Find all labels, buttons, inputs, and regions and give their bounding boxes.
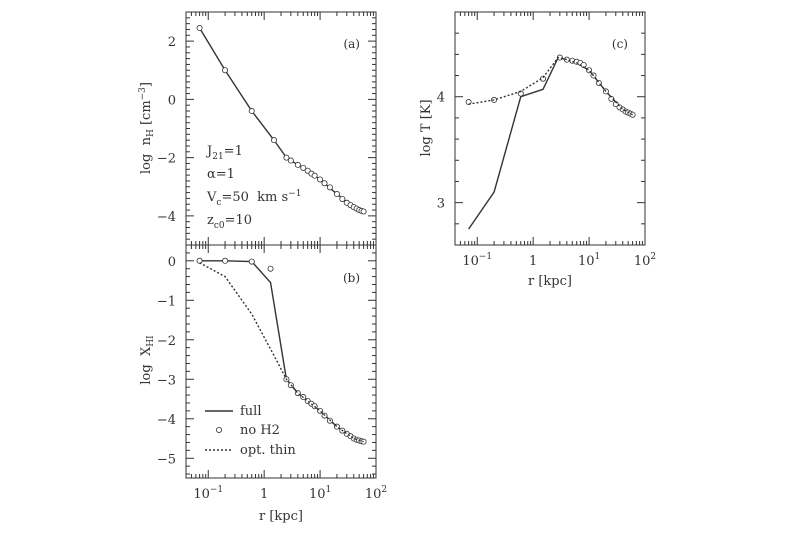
y-tick-label: 0 (168, 255, 176, 270)
no-h2-marker (326, 184, 333, 191)
y-tick-label: −2 (157, 334, 176, 349)
annotation-alpha: α=1 (207, 167, 235, 182)
no-h2-marker (248, 108, 255, 115)
no-h2-marker (360, 208, 367, 215)
no-h2-marker (222, 257, 229, 264)
no-h2-marker (300, 164, 307, 171)
annotation-zc0: zc0=10 (207, 213, 252, 231)
y-tick-label: 4 (437, 91, 445, 106)
no-h2-marker (317, 176, 324, 183)
no-h2-marker (563, 56, 570, 63)
no-h2-marker (196, 257, 203, 264)
no-h2-marker (222, 67, 229, 74)
y-tick-label: 3 (437, 197, 445, 212)
x-tick-label: 1 (529, 254, 537, 269)
panel-b-neutral-fraction: 10−1 1 101 102 0 −1 −2 −3 −4 −5 (b) log XHI r [kp… (139, 244, 387, 524)
full-line (468, 56, 633, 230)
panel-c-ylabel: log T [K] (419, 99, 434, 156)
y-tick-label: −4 (157, 413, 176, 428)
panel-a-density: 2 0 −2 −4 (a) log nH [cm−3] J21=1 α=1 Vc=50… (138, 11, 377, 246)
panel-b-xlabel: r [kpc] (259, 509, 303, 524)
no-h2-marker (321, 180, 328, 187)
no-h2-marker (311, 172, 318, 179)
x-tick-label: 101 (578, 252, 600, 269)
full-line (198, 27, 364, 213)
y-tick-label: −4 (157, 210, 176, 225)
opt-thin-line (199, 262, 364, 443)
no-h2-marker (339, 195, 346, 202)
y-tick-label: −3 (157, 373, 176, 388)
y-tick-label: −1 (157, 294, 176, 309)
panel-b-label: (b) (343, 271, 360, 285)
panel-b-marks: 10−1 1 101 102 0 −1 −2 −3 −4 −5 (157, 244, 387, 502)
annotation-vc: Vc=50 km s−1 (206, 189, 301, 208)
legend-label-full: full (240, 404, 262, 419)
no-h2-marker (196, 25, 203, 32)
y-tick-label: −2 (157, 152, 176, 167)
x-tick-label: 101 (309, 485, 331, 502)
no-h2-marker (287, 157, 294, 164)
no-h2-marker (248, 258, 255, 265)
panel-c-xlabel: r [kpc] (528, 274, 572, 289)
no-h2-marker (267, 265, 274, 272)
no-h2-marker (294, 161, 301, 168)
x-tick-label: 10−1 (193, 485, 223, 502)
no-h2-marker (283, 154, 290, 161)
opt-thin-line (468, 56, 633, 116)
no-h2-marker (271, 137, 278, 144)
y-tick-label: 2 (168, 35, 176, 50)
panel-c-temperature: 10−1 1 101 102 3 4 (c) log T [K] r [kpc] (419, 11, 656, 289)
panel-a-label: (a) (343, 37, 360, 51)
y-tick-label: 0 (168, 93, 176, 108)
panel-a-marks: 2 0 −2 −4 (157, 11, 377, 246)
no-h2-marker (333, 191, 340, 198)
x-tick-label: 1 (260, 487, 268, 502)
full-line (199, 260, 364, 443)
panel-a-ylabel: log nH [cm−3] (138, 82, 156, 174)
panel-c-label: (c) (612, 37, 628, 51)
panel-b-ylabel: log XHI (139, 335, 156, 385)
y-tick-label: −5 (157, 452, 176, 467)
x-tick-label: 102 (365, 485, 387, 502)
x-tick-label: 102 (634, 252, 656, 269)
legend-label-opt-thin: opt. thin (240, 443, 296, 458)
annotation-j21: J21=1 (205, 144, 243, 162)
x-tick-label: 10−1 (462, 252, 492, 269)
legend: full no H2 opt. thin (205, 404, 296, 458)
legend-label-no-h2: no H2 (240, 423, 280, 438)
legend-swatch-no-h2 (215, 426, 222, 433)
